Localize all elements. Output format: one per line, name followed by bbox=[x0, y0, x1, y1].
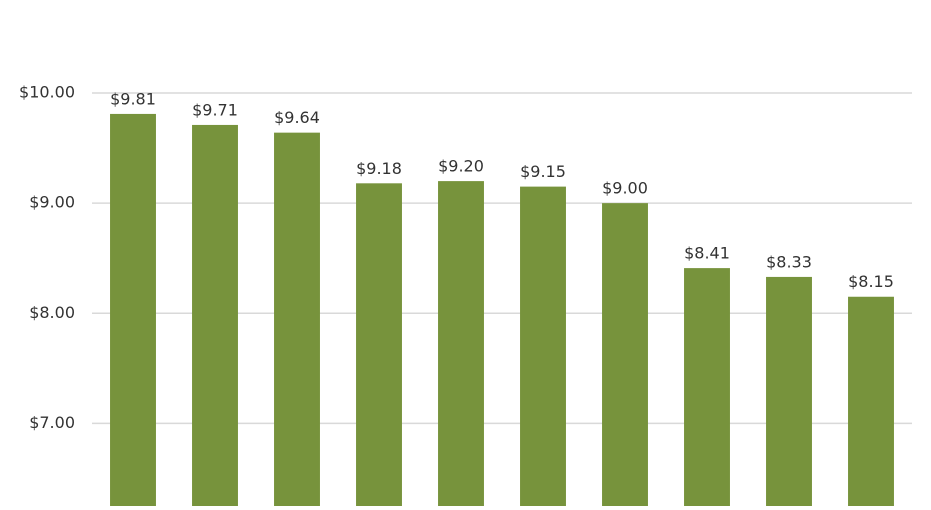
y-tick-label: $7.00 bbox=[29, 413, 75, 432]
bar bbox=[356, 183, 402, 506]
data-label: $8.41 bbox=[684, 244, 730, 263]
data-label: $9.64 bbox=[274, 108, 320, 127]
bar bbox=[438, 181, 484, 506]
data-label: $8.33 bbox=[766, 252, 812, 271]
data-label: $9.15 bbox=[520, 162, 566, 181]
bar bbox=[602, 203, 648, 506]
data-label: $9.18 bbox=[356, 159, 402, 178]
bar bbox=[684, 268, 730, 506]
y-tick-label: $8.00 bbox=[29, 303, 75, 322]
bar bbox=[848, 296, 894, 506]
bar bbox=[110, 113, 156, 507]
data-label: $9.20 bbox=[438, 157, 484, 176]
data-label: $9.81 bbox=[110, 89, 156, 108]
y-tick-label: $10.00 bbox=[19, 83, 75, 102]
data-label: $9.00 bbox=[602, 179, 648, 198]
data-label: $8.15 bbox=[848, 272, 894, 291]
bar bbox=[520, 186, 566, 506]
data-label: $9.71 bbox=[192, 100, 238, 119]
bar bbox=[766, 276, 812, 506]
bar bbox=[192, 124, 238, 507]
bar bbox=[274, 132, 320, 506]
y-tick-label: $9.00 bbox=[29, 193, 75, 212]
